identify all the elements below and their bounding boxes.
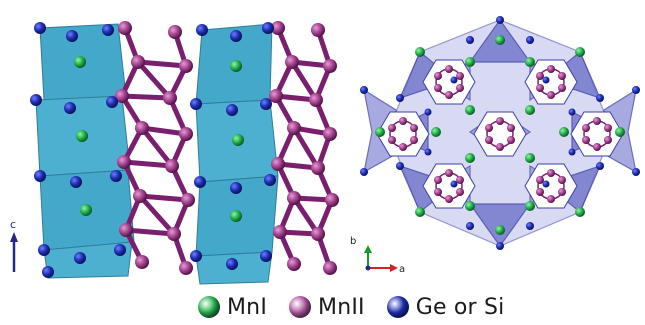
b-axis-label: b [350, 236, 356, 247]
atom-legend: MnI MnII Ge or Si [198, 292, 526, 322]
a-axis-label: a [399, 264, 405, 275]
legend-label-ge-si: Ge or Si [415, 294, 505, 320]
mnII-swatch [289, 296, 312, 318]
hexagonal-pores [376, 59, 624, 209]
legend-item-ge-si: Ge or Si [386, 294, 505, 320]
legend-label-mnI: MnI [227, 294, 268, 320]
mnI-atoms-side [74, 56, 244, 222]
top-view: b a [350, 16, 640, 275]
legend-item-mnII: MnII [289, 295, 365, 320]
c-axis-indicator: c [10, 218, 18, 272]
c-axis-label: c [10, 218, 16, 231]
ge-si-atoms-side [30, 22, 276, 278]
mnII-atoms-top [388, 65, 612, 203]
mnI-swatch [198, 296, 220, 318]
legend-label-mnII: MnII [318, 294, 365, 320]
mnII-atoms-side [115, 21, 339, 275]
mnI-atoms-top [375, 35, 625, 235]
legend-item-mnI: MnI [198, 295, 267, 320]
side-view: c [10, 21, 339, 285]
ge-si-swatch [386, 296, 409, 318]
ge-si-atoms-top [360, 16, 640, 250]
ab-axis-indicator: b a [350, 236, 405, 275]
